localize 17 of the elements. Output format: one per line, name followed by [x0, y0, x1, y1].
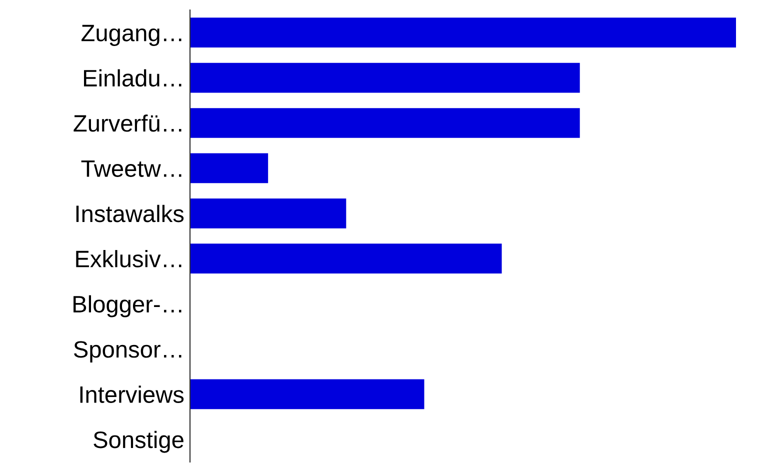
y-tick-label: Zurverfü… [74, 114, 182, 132]
y-tick-label: Sponsor… [74, 341, 182, 362]
bar [190, 108, 580, 138]
y-tick-label: Exklusiv… [76, 250, 182, 268]
y-tick-label: Einladu… [84, 69, 182, 87]
y-tick-label: Sonstige [94, 430, 184, 453]
bar [190, 379, 424, 410]
bar [190, 18, 736, 48]
y-tick-label: Zugang… [82, 24, 182, 46]
y-tick-label: Blogger-… [74, 295, 182, 318]
y-tick-label: Tweetw… [81, 160, 182, 177]
y-tick-label: Instawalks [76, 204, 184, 222]
bar [190, 153, 268, 184]
y-tick-label: Interviews [80, 386, 184, 403]
bar [190, 62, 580, 93]
bar [190, 198, 346, 228]
bar [190, 244, 502, 274]
